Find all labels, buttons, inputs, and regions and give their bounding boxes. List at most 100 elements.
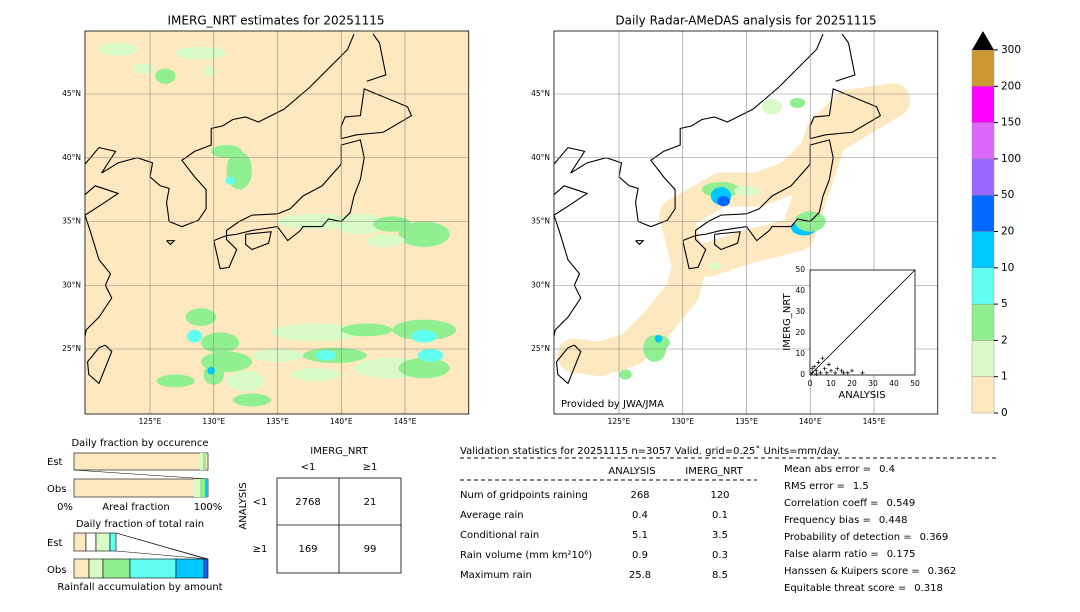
rain-area (315, 350, 337, 361)
colorbar-label: 300 (1001, 44, 1021, 56)
coastline (635, 240, 645, 246)
coastline (213, 139, 365, 270)
rain-area (373, 216, 412, 232)
col-header: IMERG_NRT (310, 446, 368, 457)
lon-label: 140°E (799, 417, 822, 426)
rain-area (201, 332, 240, 353)
rain-area (186, 329, 203, 343)
scatter-point (826, 362, 831, 367)
stat-value: 8.5 (712, 570, 728, 581)
colorbar-segment (971, 86, 995, 123)
scatter-point (845, 370, 850, 375)
y-tick-label: 50 (795, 265, 805, 274)
score-label: Frequency bias = (784, 515, 871, 526)
coastline (340, 88, 413, 140)
coastline (245, 231, 272, 251)
map-frame (553, 30, 939, 415)
rain-area (341, 323, 393, 337)
rain-area (398, 357, 450, 379)
colorbar-segment (971, 231, 995, 268)
scatter-point (835, 366, 840, 371)
scatter-point (816, 360, 821, 365)
lat-label: 25°N (531, 344, 550, 353)
coastline (166, 240, 176, 246)
rain-area (417, 349, 444, 362)
coverage (557, 83, 911, 377)
score-value: 0.448 (879, 515, 908, 526)
score: Correlation coeff = 0.549 (784, 498, 915, 509)
stat-label: Average rain (460, 510, 524, 521)
y-axis-label: IMERG_NRT (782, 292, 793, 350)
score-value: 0.318 (914, 583, 943, 594)
scatter-point (814, 371, 819, 376)
x-axis-label: ANALYSIS (838, 390, 885, 401)
coastline (86, 344, 113, 385)
scatter-point (824, 370, 829, 375)
lon-label: 135°E (266, 417, 289, 426)
rain-area (232, 393, 272, 407)
stat-label: Num of gridpoints raining (460, 490, 588, 501)
validation-table: Num of gridpoints raining 268 120 Average r… (460, 464, 956, 594)
scatter-point (833, 370, 838, 375)
stat-value: 3.5 (712, 530, 728, 541)
cell: 21 (364, 497, 377, 508)
rain-area (708, 262, 721, 270)
coastline (84, 185, 120, 337)
colorbar-label: 1 (1001, 371, 1008, 383)
left-map-title: IMERG_NRT estimates for 20251115 (168, 14, 385, 28)
score-value: 0.175 (887, 549, 916, 560)
lat-label: 30°N (62, 280, 81, 289)
x-tick-label: 30 (868, 379, 878, 388)
colorbar-label: 20 (1001, 226, 1014, 238)
score: False alarm ratio = 0.175 (784, 549, 915, 560)
x-tick-label: 50 (910, 379, 920, 388)
colorbar-segment (971, 303, 995, 341)
rain-area (185, 308, 217, 327)
scatter-inset: 00 10 10 20 20 30 30 40 40 50 50 ANALYSIS IMERG_NRT (782, 265, 920, 401)
lon-label: 135°E (735, 417, 758, 426)
colorbar-segment (971, 49, 995, 87)
cell: 169 (298, 544, 317, 555)
lat-label: 40°N (531, 153, 550, 162)
rain-area (99, 43, 138, 56)
lat-label: 35°N (531, 217, 550, 226)
cell: 99 (364, 544, 377, 555)
right-map: 45°N 40°N 35°N 30°N 25°N 125°E 130°E 135°E 140°E… (531, 30, 939, 426)
rain-area (271, 323, 361, 342)
coastline (682, 139, 834, 270)
stat-value: 268 (630, 490, 649, 501)
scatter-point (850, 368, 854, 373)
right-map-title: Daily Radar-AMeDAS analysis for 20251115 (615, 14, 876, 28)
colorbar: 0 1 2 5 10 20 50 100 150 200 300 (971, 31, 1021, 419)
scatter-point (818, 370, 823, 375)
score: Hanssen & Kuipers score = 0.362 (784, 566, 956, 577)
total-rain-footer: Rainfall accumulation by amount (57, 582, 222, 593)
y-tick-label: 30 (795, 307, 805, 316)
row-label: Obs (47, 484, 66, 495)
stat-label: Rain volume (mm km²10⁶) (460, 550, 592, 561)
colorbar-label: 5 (1001, 298, 1008, 310)
score-value: 0.4 (879, 464, 895, 475)
stat-label: Conditional rain (460, 530, 539, 541)
rain-area (225, 176, 236, 185)
colorbar-segment (971, 194, 995, 232)
rain-area (156, 374, 195, 388)
colorbar-segment (971, 376, 995, 414)
y-tick-label: 40 (795, 286, 805, 295)
row-label: <1 (253, 497, 268, 508)
colorbar-label: 2 (1001, 334, 1008, 346)
scatter-point (841, 370, 846, 375)
colorbar-segment (971, 122, 995, 160)
rain-area (290, 368, 342, 381)
rain-area (789, 97, 806, 109)
map-layer (553, 33, 911, 385)
rain-area (654, 334, 663, 343)
lon-label: 130°E (671, 417, 694, 426)
colorbar-label: 10 (1001, 262, 1014, 274)
y-tick-label: 20 (795, 328, 805, 337)
colorbar-segment (971, 158, 995, 196)
score-label: Mean abs error = (784, 464, 871, 475)
scatter-point (860, 370, 865, 375)
axis-start: 0% (57, 502, 73, 513)
